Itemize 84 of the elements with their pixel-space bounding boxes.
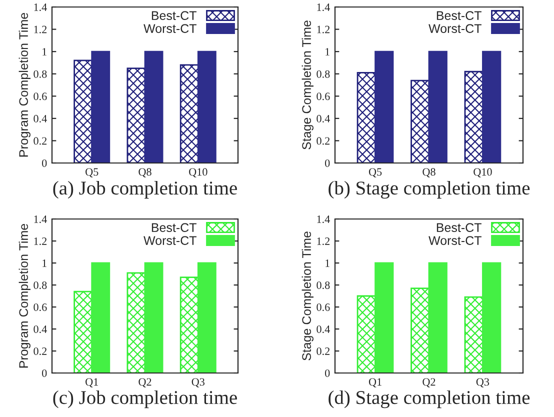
text: (d) Stage completion time	[328, 390, 530, 408]
bar	[482, 50, 502, 163]
y-tick-label: 1.2	[34, 26, 47, 34]
legend-label: Best-CT	[436, 11, 482, 20]
legend-label: Worst-CT	[144, 24, 196, 33]
x-tick-label: Q10	[474, 168, 492, 178]
y-tick-label: 0.4	[316, 325, 330, 334]
y-tick-label: 0.2	[34, 137, 47, 145]
legend-label: Worst-CT	[428, 236, 482, 245]
y-axis-title: Stage Completion Time	[302, 20, 314, 150]
y-tick-label: 0.6	[316, 303, 330, 312]
bar	[464, 70, 484, 163]
text: (a) Job completion time	[53, 180, 237, 199]
y-tick-label: 0.6	[34, 92, 47, 100]
y-tick-label: 0.4	[34, 114, 47, 122]
legend-label: Best-CT	[436, 223, 482, 232]
y-tick-label: 1.2	[317, 26, 330, 34]
bar	[91, 50, 110, 163]
bar	[91, 262, 110, 373]
y-tick-label: 0	[42, 369, 47, 377]
x-tick-label: Q5	[86, 168, 98, 178]
bar	[374, 262, 394, 373]
bar	[410, 80, 430, 163]
bar	[74, 60, 93, 163]
y-tick-label: 0.2	[34, 347, 47, 356]
x-tick-label: Q10	[189, 168, 208, 178]
bar	[144, 50, 164, 163]
x-tick-label: Q3	[476, 378, 490, 388]
bar	[482, 262, 502, 373]
bar	[144, 262, 164, 373]
y-tick-label: 0.8	[316, 70, 330, 78]
bar	[374, 50, 394, 163]
x-tick-label: Q8	[138, 168, 152, 178]
y-tick-label: 0	[42, 159, 47, 167]
bar	[356, 72, 376, 163]
legend-label: Best-CT	[152, 11, 196, 20]
y-tick-label: 1	[326, 260, 330, 267]
x-tick-label: Q2	[422, 378, 436, 388]
x-tick-label: Q2	[138, 378, 152, 388]
x-tick-label: Q1	[86, 378, 98, 388]
bar	[464, 296, 484, 373]
y-tick-label: 0.4	[316, 114, 330, 122]
y-tick-label: 1.4	[317, 4, 330, 12]
y-tick-label: 1	[42, 260, 46, 267]
bar	[180, 276, 199, 373]
y-tick-label: 1	[326, 48, 330, 56]
x-tick-label: Q3	[192, 378, 204, 388]
bar	[428, 262, 448, 373]
x-tick-label: Q8	[422, 168, 436, 178]
y-tick-label: 0.4	[34, 325, 47, 334]
legend-label: Worst-CT	[144, 236, 196, 245]
y-tick-label: 0	[325, 159, 330, 167]
y-tick-label: 1	[42, 48, 46, 56]
x-tick-label: Q1	[368, 378, 382, 388]
bar	[180, 64, 199, 163]
legend-label: Best-CT	[152, 223, 196, 232]
y-tick-label: 0	[325, 369, 330, 377]
text: (b) Stage completion time	[328, 180, 530, 199]
y-tick-label: 1.2	[34, 237, 47, 246]
bar	[74, 290, 93, 373]
y-axis-title: Stage Completion Time	[302, 232, 314, 360]
bar	[356, 295, 376, 373]
y-tick-label: 1.2	[317, 237, 330, 246]
y-tick-label: 1.4	[317, 216, 330, 224]
y-tick-label: 0.6	[34, 303, 47, 312]
bar	[428, 50, 448, 163]
legend-label: Worst-CT	[428, 24, 482, 33]
y-tick-label: 0.6	[316, 92, 330, 100]
y-axis-title: Program Completion Time	[18, 224, 30, 368]
y-axis-title: Program Completion Time	[18, 12, 30, 157]
y-tick-label: 1.4	[34, 216, 47, 224]
y-tick-label: 0.2	[316, 347, 330, 356]
y-tick-label: 0.8	[316, 281, 330, 290]
y-tick-label: 0.2	[316, 137, 330, 145]
y-tick-label: 0.8	[34, 70, 47, 78]
text: (c) Job completion time	[53, 390, 237, 408]
bar	[126, 272, 146, 373]
bar	[126, 68, 146, 163]
bar	[410, 288, 430, 373]
bar	[197, 262, 216, 373]
y-tick-label: 1.4	[34, 4, 47, 12]
y-tick-label: 0.8	[34, 281, 47, 290]
x-tick-label: Q5	[368, 168, 382, 178]
bar	[197, 50, 216, 163]
